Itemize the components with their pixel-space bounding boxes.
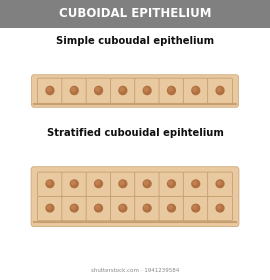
- Ellipse shape: [94, 86, 103, 95]
- FancyBboxPatch shape: [208, 172, 232, 197]
- FancyBboxPatch shape: [159, 197, 184, 221]
- Ellipse shape: [118, 204, 127, 213]
- FancyBboxPatch shape: [183, 78, 208, 104]
- Ellipse shape: [71, 205, 76, 210]
- FancyBboxPatch shape: [86, 172, 111, 197]
- Ellipse shape: [191, 86, 200, 95]
- FancyBboxPatch shape: [159, 78, 184, 104]
- Ellipse shape: [119, 180, 124, 185]
- Ellipse shape: [143, 86, 152, 95]
- Ellipse shape: [71, 87, 76, 92]
- FancyBboxPatch shape: [208, 197, 232, 221]
- Text: shutterstock.com · 1941239584: shutterstock.com · 1941239584: [91, 268, 179, 273]
- Ellipse shape: [191, 179, 200, 188]
- FancyBboxPatch shape: [110, 78, 135, 104]
- Ellipse shape: [70, 204, 79, 213]
- Ellipse shape: [143, 179, 152, 188]
- Ellipse shape: [168, 180, 173, 185]
- Ellipse shape: [215, 204, 225, 213]
- Text: Simple cuboudal epithelium: Simple cuboudal epithelium: [56, 36, 214, 46]
- Ellipse shape: [46, 87, 52, 92]
- FancyBboxPatch shape: [135, 78, 160, 104]
- Ellipse shape: [168, 205, 173, 210]
- FancyBboxPatch shape: [62, 78, 87, 104]
- Ellipse shape: [119, 87, 124, 92]
- FancyBboxPatch shape: [159, 172, 184, 197]
- FancyBboxPatch shape: [38, 172, 62, 197]
- Ellipse shape: [191, 204, 200, 213]
- Ellipse shape: [144, 180, 149, 185]
- Ellipse shape: [45, 86, 55, 95]
- FancyBboxPatch shape: [86, 78, 111, 104]
- Ellipse shape: [94, 179, 103, 188]
- FancyBboxPatch shape: [135, 197, 160, 221]
- Ellipse shape: [70, 179, 79, 188]
- FancyBboxPatch shape: [62, 172, 87, 197]
- FancyBboxPatch shape: [38, 78, 62, 104]
- Ellipse shape: [217, 87, 222, 92]
- FancyBboxPatch shape: [62, 197, 87, 221]
- FancyBboxPatch shape: [110, 172, 135, 197]
- Ellipse shape: [71, 180, 76, 185]
- Ellipse shape: [168, 87, 173, 92]
- Ellipse shape: [144, 87, 149, 92]
- Ellipse shape: [167, 179, 176, 188]
- Ellipse shape: [192, 180, 197, 185]
- Ellipse shape: [70, 86, 79, 95]
- Ellipse shape: [95, 87, 100, 92]
- Ellipse shape: [167, 86, 176, 95]
- FancyBboxPatch shape: [183, 172, 208, 197]
- Ellipse shape: [215, 179, 225, 188]
- FancyBboxPatch shape: [86, 197, 111, 221]
- Ellipse shape: [46, 205, 52, 210]
- Ellipse shape: [217, 180, 222, 185]
- Ellipse shape: [167, 204, 176, 213]
- Ellipse shape: [95, 180, 100, 185]
- Ellipse shape: [94, 204, 103, 213]
- Ellipse shape: [144, 205, 149, 210]
- FancyBboxPatch shape: [135, 172, 160, 197]
- Ellipse shape: [192, 205, 197, 210]
- Ellipse shape: [143, 204, 152, 213]
- FancyBboxPatch shape: [183, 197, 208, 221]
- Ellipse shape: [119, 205, 124, 210]
- Ellipse shape: [45, 204, 55, 213]
- Ellipse shape: [45, 179, 55, 188]
- Ellipse shape: [217, 205, 222, 210]
- Ellipse shape: [192, 87, 197, 92]
- FancyBboxPatch shape: [208, 78, 232, 104]
- Ellipse shape: [95, 205, 100, 210]
- FancyBboxPatch shape: [32, 75, 238, 107]
- Ellipse shape: [46, 180, 52, 185]
- FancyBboxPatch shape: [0, 0, 270, 28]
- Ellipse shape: [118, 86, 127, 95]
- Ellipse shape: [118, 179, 127, 188]
- Ellipse shape: [215, 86, 225, 95]
- Text: Stratified cubouidal epihtelium: Stratified cubouidal epihtelium: [46, 128, 224, 138]
- Text: CUBOIDAL EPITHELIUM: CUBOIDAL EPITHELIUM: [59, 7, 211, 20]
- FancyBboxPatch shape: [110, 197, 135, 221]
- FancyBboxPatch shape: [38, 197, 62, 221]
- FancyBboxPatch shape: [31, 167, 239, 227]
